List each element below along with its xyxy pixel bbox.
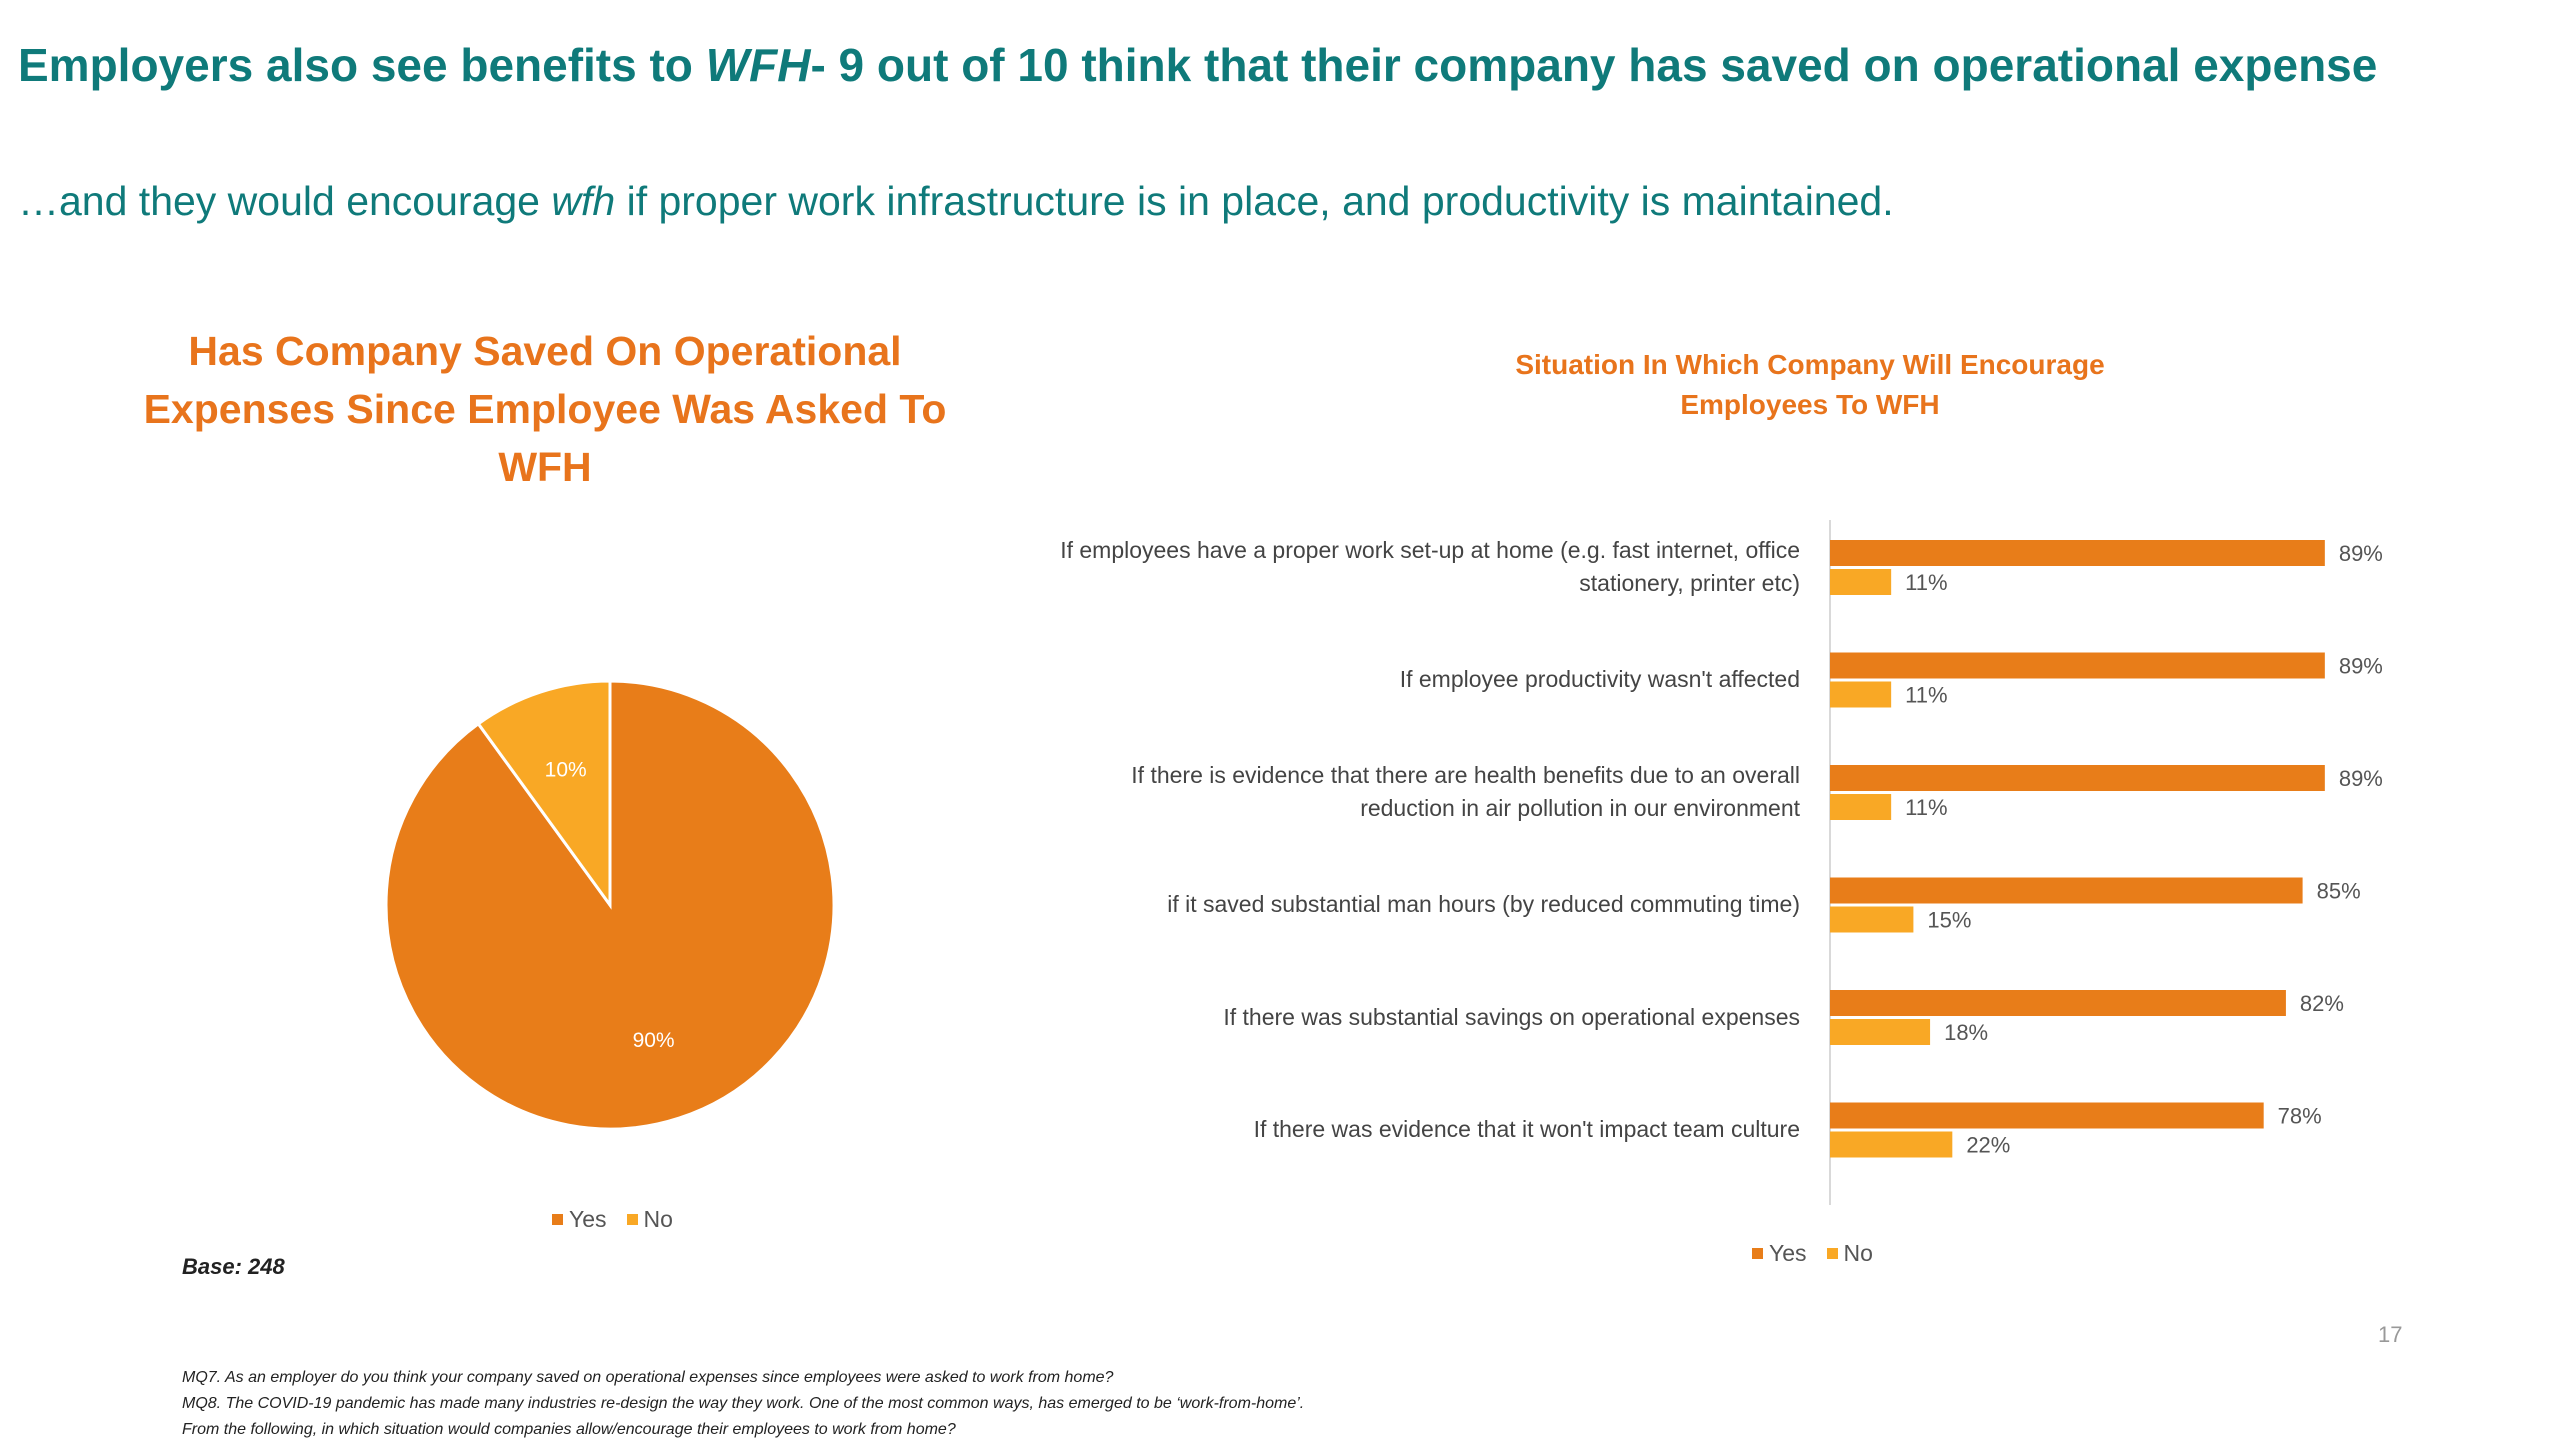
subheadline-emphasis: wfh xyxy=(551,178,616,224)
bar-category-labels: If employees have a proper work set-up a… xyxy=(1040,500,1800,1200)
headline-part-2: - 9 out of 10 think that their company h… xyxy=(810,39,2378,91)
subheadline-part-1: …and they would encourage xyxy=(18,178,552,224)
bar-chart-title: Situation In Which Company Will Encourag… xyxy=(1515,349,2105,420)
pie-legend-yes: Yes xyxy=(552,1206,607,1233)
bar-no xyxy=(1830,794,1892,820)
bar-data-label: 11% xyxy=(1905,795,1947,820)
bar-category-label: If there was evidence that it won't impa… xyxy=(1253,1116,1800,1142)
bar-category-label: If there is evidence that there are heal… xyxy=(1131,762,1800,821)
bar-legend-no: No xyxy=(1826,1240,1873,1267)
legend-swatch-no xyxy=(626,1214,638,1225)
bar-no xyxy=(1830,1019,1931,1045)
bar-data-label: 85% xyxy=(2317,879,2361,904)
bar-category-label: if it saved substantial man hours (by re… xyxy=(1167,891,1800,917)
pie-slice-no xyxy=(476,679,612,910)
bar-data-label: 11% xyxy=(1905,570,1947,595)
bar-yes xyxy=(1830,990,2286,1016)
base-label: Base: 248 xyxy=(182,1254,285,1279)
bar-data-label: 89% xyxy=(2339,766,2383,791)
legend-swatch-yes xyxy=(1752,1248,1763,1259)
bar-data-label: 78% xyxy=(2278,1104,2322,1129)
bar-data-label: 22% xyxy=(1966,1133,2010,1158)
headline-emphasis: WFH xyxy=(705,39,811,91)
bar-legend: Yes No xyxy=(1752,1240,1893,1267)
page-number: 17 xyxy=(2378,1322,2403,1347)
bar-no xyxy=(1830,569,1892,595)
page-headline: Employers also see benefits to WFH- 9 ou… xyxy=(18,38,2518,92)
pie-data-label: 10% xyxy=(545,759,587,782)
footnote-line: From the following, in which situation w… xyxy=(182,1421,956,1438)
pie-legend-no: No xyxy=(626,1206,673,1233)
bar-category-label: If there was substantial savings on oper… xyxy=(1223,1003,1800,1030)
legend-label-yes: Yes xyxy=(569,1206,607,1232)
legend-label-no: No xyxy=(643,1206,673,1232)
bar-data-label: 82% xyxy=(2300,991,2344,1016)
bar-data-label: 89% xyxy=(2339,654,2383,679)
headline-part-1: Employers also see benefits to xyxy=(18,39,706,91)
page-subheadline: …and they would encourage wfh if proper … xyxy=(18,178,2518,225)
legend-label-yes: Yes xyxy=(1769,1240,1807,1266)
bar-category-label: If employee productivity wasn't affected xyxy=(1399,666,1800,692)
bar-yes xyxy=(1830,1102,2264,1129)
bar-no xyxy=(1830,1131,1953,1158)
footnotes: MQ7. As an employer do you think your co… xyxy=(182,1365,2082,1443)
bar-category-label: If employees have a proper work set-up a… xyxy=(1060,537,1800,596)
bar-yes xyxy=(1830,652,2325,679)
bar-data-label: 15% xyxy=(1927,908,1971,933)
pie-legend: Yes No xyxy=(552,1206,693,1233)
footnote-line: MQ8. The COVID-19 pandemic has made many… xyxy=(182,1395,1305,1412)
pie-data-label: 90% xyxy=(633,1029,675,1052)
bar-no xyxy=(1830,906,1914,933)
bar-yes xyxy=(1830,877,2303,904)
bar-data-label: 11% xyxy=(1905,683,1947,708)
footnote-line: MQ7. As an employer do you think your co… xyxy=(182,1369,1114,1386)
legend-swatch-yes xyxy=(552,1214,563,1225)
bar-data-label: 18% xyxy=(1944,1020,1988,1045)
legend-swatch-no xyxy=(1826,1248,1838,1259)
pie-chart-title: Has Company Saved On Operational Expense… xyxy=(143,328,947,490)
subheadline-part-2: if proper work infrastructure is in plac… xyxy=(615,178,1894,224)
bar-no xyxy=(1830,681,1892,708)
legend-label-no: No xyxy=(1843,1240,1873,1266)
bar-yes xyxy=(1830,540,2325,566)
bar-data-label: 89% xyxy=(2339,541,2383,566)
bar-legend-yes: Yes xyxy=(1752,1240,1807,1267)
bar-yes xyxy=(1830,765,2325,791)
